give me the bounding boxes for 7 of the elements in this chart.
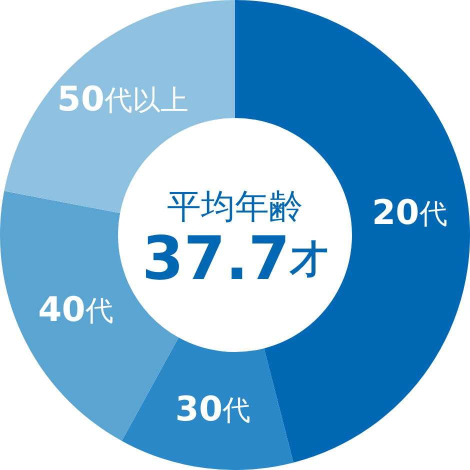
slice-label: 20代 — [372, 192, 448, 233]
slice-label: 40代 — [38, 290, 114, 330]
text: 平均年齢 — [167, 187, 303, 227]
donut-slice — [122, 338, 294, 470]
text: 37.7才 — [142, 224, 328, 294]
slice-label: 30代 — [175, 390, 251, 430]
slice-label: 50代以上 — [57, 79, 188, 120]
